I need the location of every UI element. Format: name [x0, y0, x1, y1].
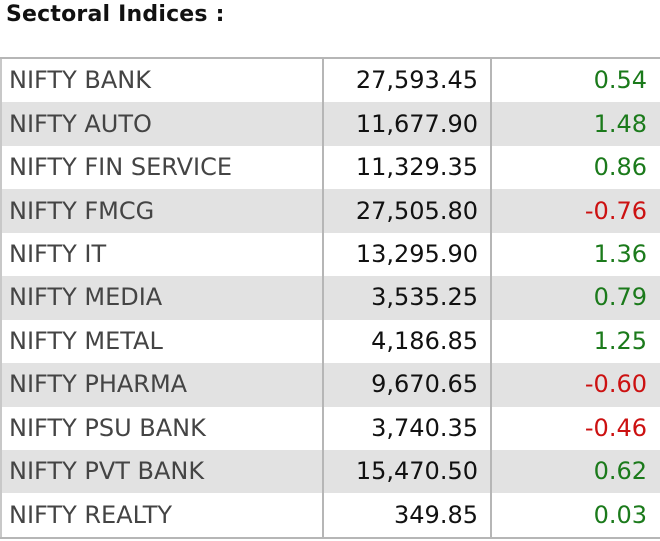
- table-row: NIFTY FMCG 27,505.80 -0.76: [0, 189, 660, 233]
- index-name: NIFTY MEDIA: [0, 276, 323, 320]
- index-value: 15,470.50: [322, 449, 492, 494]
- index-name: NIFTY METAL: [0, 319, 323, 364]
- index-change: -0.46: [491, 406, 660, 450]
- sectoral-indices-table: NIFTY BANK 27,593.45 0.54 NIFTY AUTO 11,…: [0, 57, 660, 539]
- page-title: Sectoral Indices :: [6, 2, 225, 27]
- index-change: -0.60: [491, 363, 660, 407]
- index-name: NIFTY PVT BANK: [0, 449, 323, 494]
- index-change: 0.03: [491, 493, 660, 537]
- index-change: 0.62: [491, 449, 660, 494]
- index-change: 0.54: [491, 59, 660, 103]
- index-name: NIFTY AUTO: [0, 102, 323, 146]
- index-change: 1.48: [491, 102, 660, 146]
- index-change: 0.79: [491, 276, 660, 320]
- table-row: NIFTY PHARMA 9,670.65 -0.60: [0, 363, 660, 407]
- table-row: NIFTY PSU BANK 3,740.35 -0.46: [0, 406, 660, 450]
- index-value: 4,186.85: [322, 319, 492, 364]
- index-change: 1.36: [491, 232, 660, 277]
- index-value: 27,593.45: [322, 59, 492, 103]
- index-name: NIFTY FMCG: [0, 189, 323, 233]
- index-value: 349.85: [322, 493, 492, 537]
- table-row: NIFTY BANK 27,593.45 0.54: [0, 59, 660, 103]
- index-name: NIFTY PSU BANK: [0, 406, 323, 450]
- index-change: -0.76: [491, 189, 660, 233]
- table-row: NIFTY METAL 4,186.85 1.25: [0, 319, 660, 364]
- indices-table-body: NIFTY BANK 27,593.45 0.54 NIFTY AUTO 11,…: [0, 59, 660, 537]
- index-value: 9,670.65: [322, 363, 492, 407]
- index-value: 13,295.90: [322, 232, 492, 277]
- index-value: 27,505.80: [322, 189, 492, 233]
- index-change: 0.86: [491, 145, 660, 190]
- index-value: 3,535.25: [322, 276, 492, 320]
- table-row: NIFTY FIN SERVICE 11,329.35 0.86: [0, 145, 660, 190]
- index-value: 11,677.90: [322, 102, 492, 146]
- index-name: NIFTY IT: [0, 232, 323, 277]
- indices-table: NIFTY BANK 27,593.45 0.54 NIFTY AUTO 11,…: [0, 59, 660, 537]
- table-row: NIFTY PVT BANK 15,470.50 0.62: [0, 449, 660, 494]
- table-row: NIFTY MEDIA 3,535.25 0.79: [0, 276, 660, 320]
- index-name: NIFTY REALTY: [0, 493, 323, 537]
- index-name: NIFTY PHARMA: [0, 363, 323, 407]
- index-value: 11,329.35: [322, 145, 492, 190]
- index-value: 3,740.35: [322, 406, 492, 450]
- table-row: NIFTY IT 13,295.90 1.36: [0, 232, 660, 277]
- index-name: NIFTY BANK: [0, 59, 323, 103]
- table-row: NIFTY REALTY 349.85 0.03: [0, 493, 660, 537]
- table-row: NIFTY AUTO 11,677.90 1.48: [0, 102, 660, 146]
- index-change: 1.25: [491, 319, 660, 364]
- index-name: NIFTY FIN SERVICE: [0, 145, 323, 190]
